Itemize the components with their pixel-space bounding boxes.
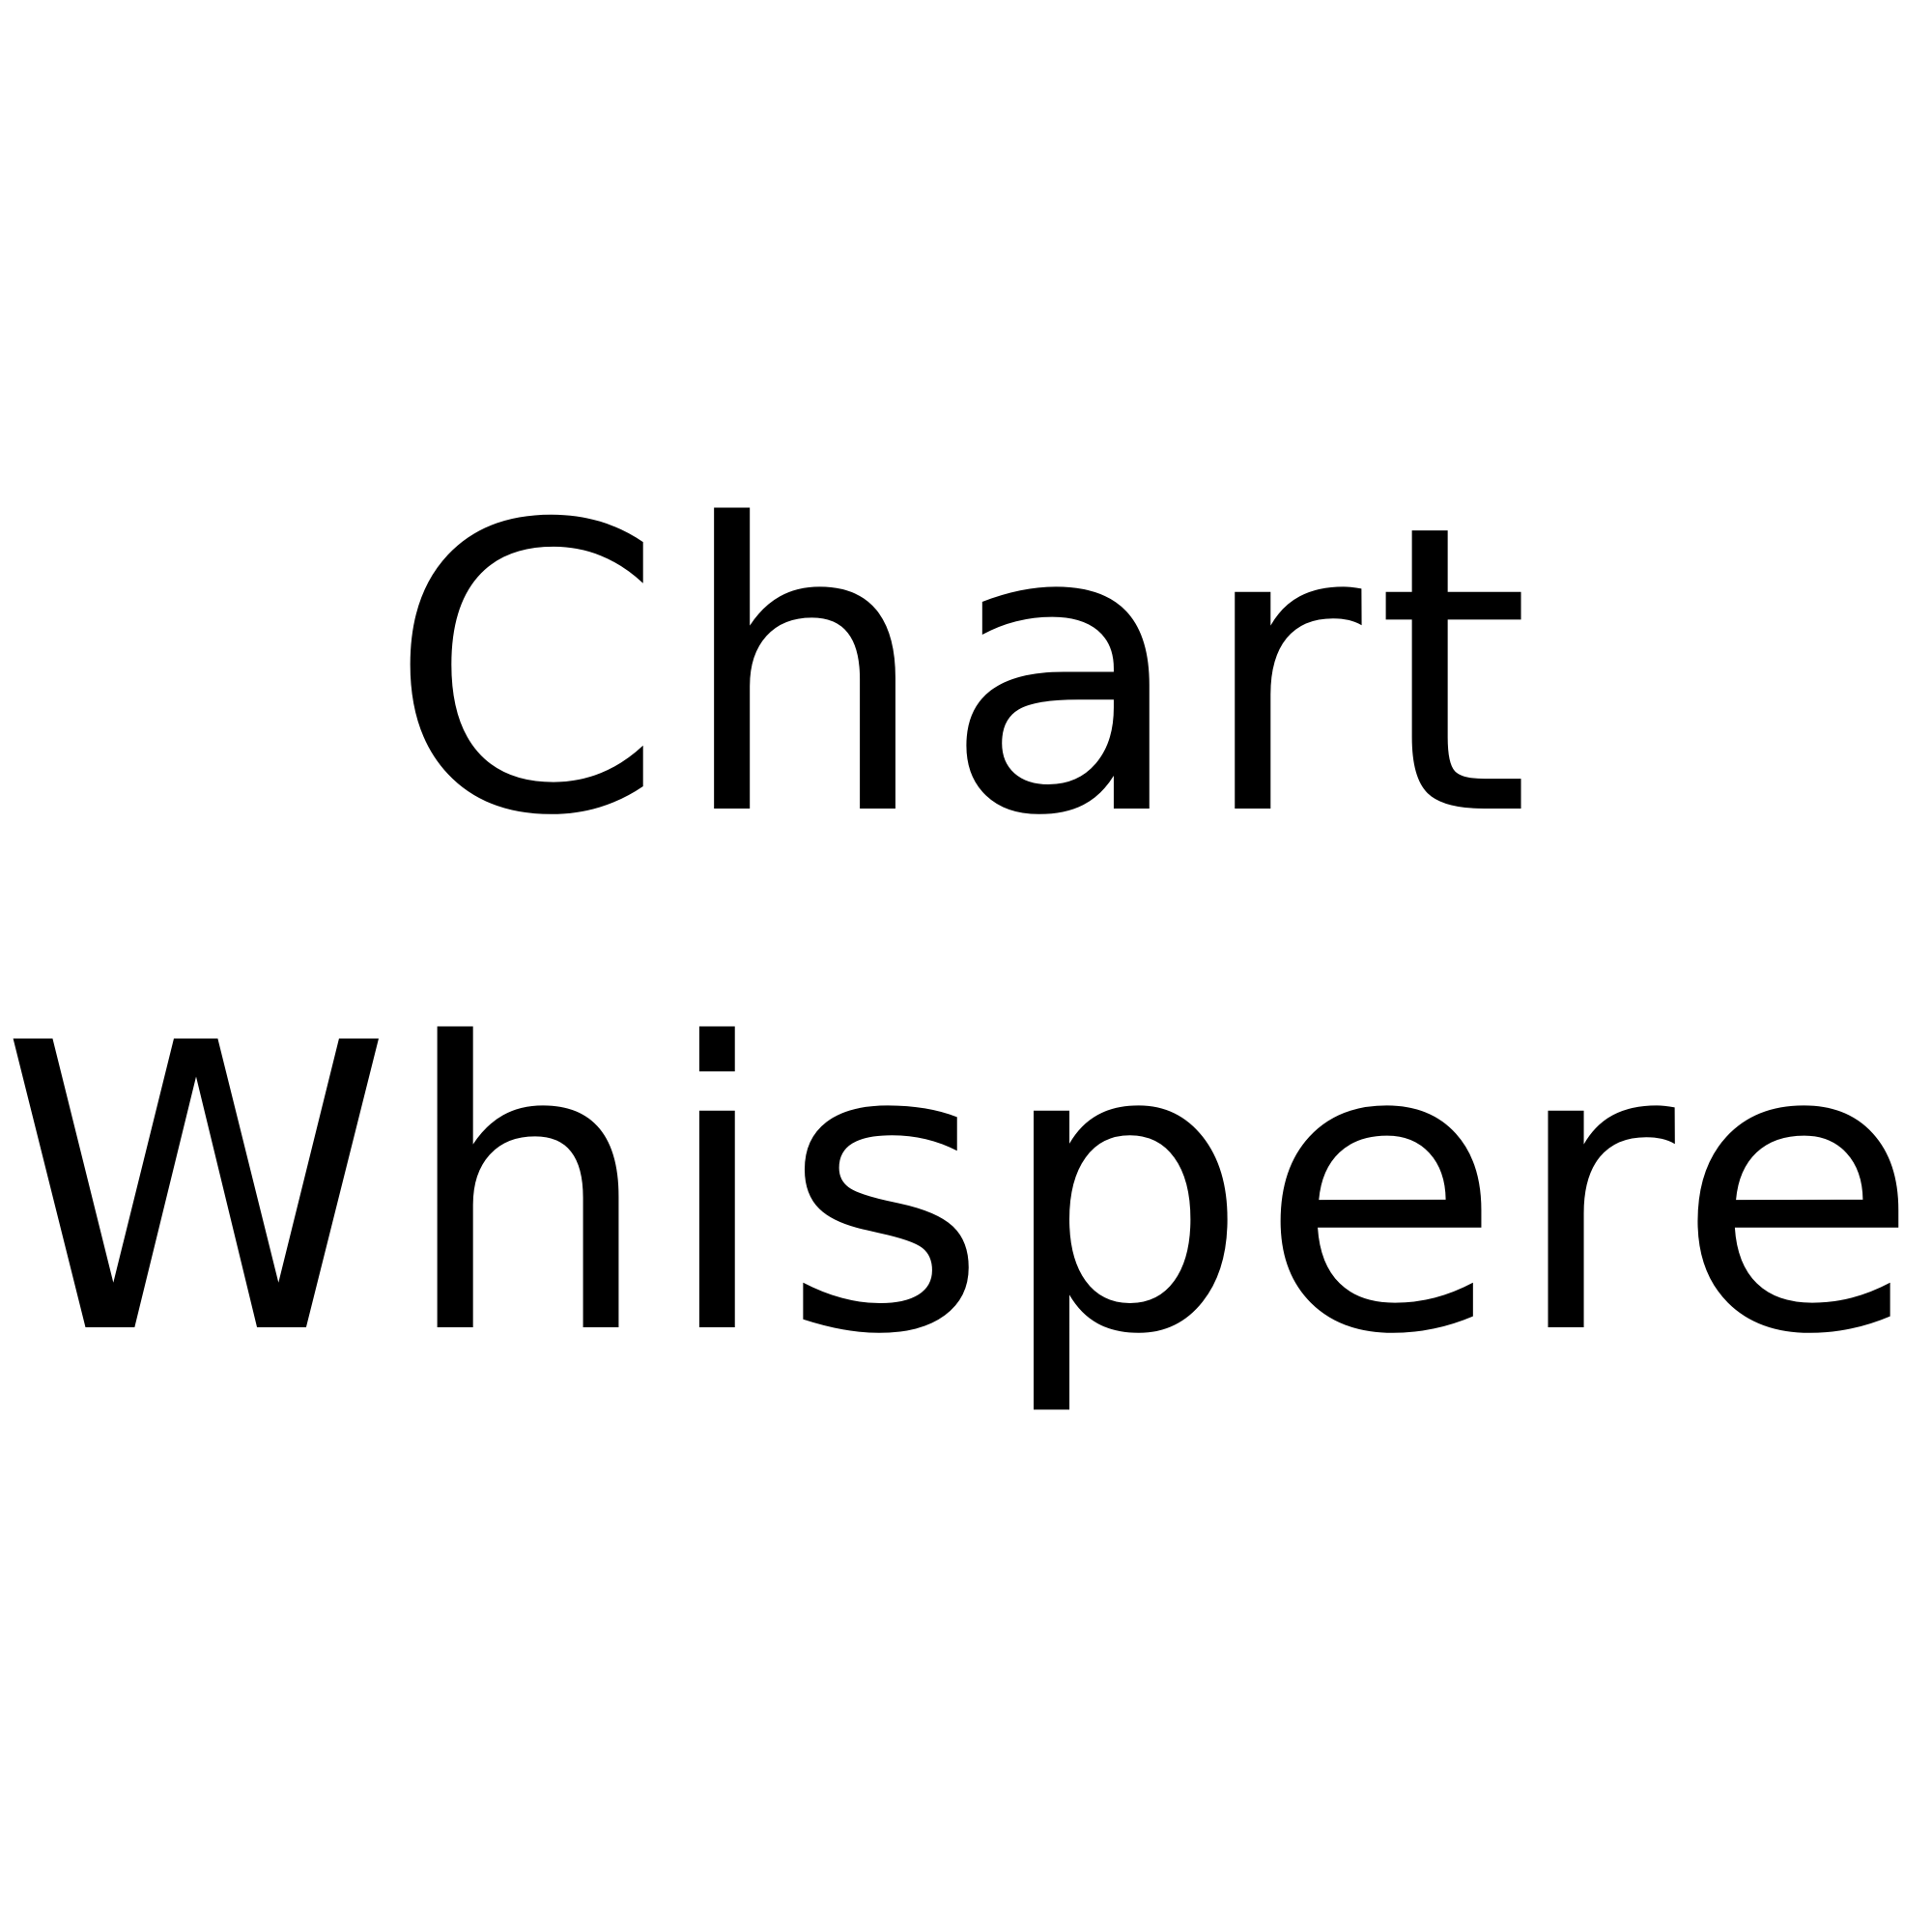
logo-line-whisperer: Whisperer <box>0 959 1932 1421</box>
logo-line-chart: Chart <box>387 440 1545 902</box>
